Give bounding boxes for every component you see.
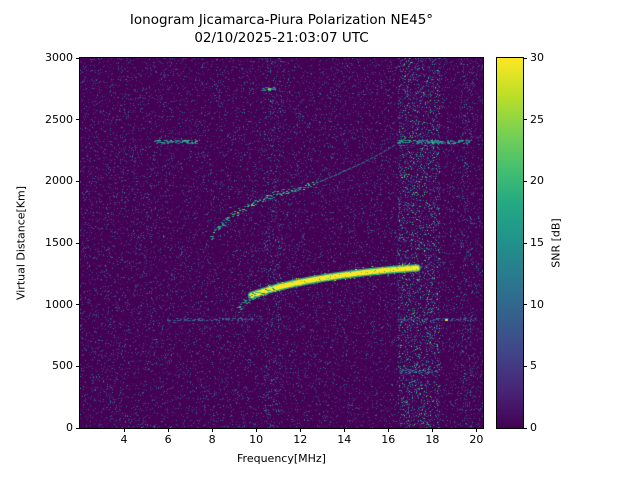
x-tick-label: 18 [425,433,440,446]
y-tick-mark [76,304,80,306]
x-tick-label: 6 [164,433,172,446]
x-tick-mark [343,428,345,432]
colorbar-tick-label: 20 [530,174,544,188]
colorbar-tick-mark [523,119,527,121]
chart-subtitle: 02/10/2025-21:03:07 UTC [194,30,369,46]
x-tick-label: 4 [120,433,128,446]
y-tick-mark [76,365,80,367]
colorbar-tick-mark [523,57,527,59]
x-tick-mark [123,428,125,432]
colorbar-tick-mark [523,242,527,244]
y-axis-label: Virtual Distance[Km] [14,185,28,301]
y-tick-label: 2000 [45,174,73,188]
x-tick-mark [387,428,389,432]
x-tick-mark [211,428,213,432]
y-tick-mark [76,57,80,59]
x-tick-label: 20 [469,433,484,446]
colorbar-tick-label: 0 [530,421,537,434]
colorbar-tick-label: 15 [530,236,544,249]
colorbar-tick-mark [523,180,527,182]
x-tick-label: 14 [337,433,352,446]
x-axis-label: Frequency[MHz] [237,452,326,465]
y-tick-mark [76,180,80,182]
x-tick-mark [431,428,433,432]
x-tick-mark [475,428,477,432]
colorbar-tick-mark [523,304,527,306]
heatmap-canvas [80,58,483,428]
y-tick-label: 2500 [45,112,73,126]
y-tick-label: 0 [66,421,73,434]
x-tick-label: 12 [293,433,308,446]
y-tick-label: 1500 [45,236,73,249]
y-tick-mark [76,119,80,121]
colorbar-tick-label: 30 [530,51,544,64]
chart-title: Ionogram Jicamarca-Piura Polarization NE… [129,12,434,28]
x-tick-label: 8 [208,433,216,446]
x-tick-label: 10 [249,433,264,446]
x-tick-mark [167,428,169,432]
y-tick-mark [76,242,80,244]
y-tick-label: 1000 [45,297,73,311]
title-block: Ionogram Jicamarca-Piura Polarization NE… [80,11,483,47]
x-tick-mark [299,428,301,432]
y-tick-label: 500 [52,359,73,373]
colorbar-tick-label: 25 [530,112,544,126]
colorbar-tick-label: 5 [530,359,537,373]
x-tick-mark [255,428,257,432]
x-tick-label: 16 [381,433,396,446]
colorbar-tick-mark [523,427,527,429]
y-tick-label: 3000 [45,51,73,64]
colorbar-tick-mark [523,365,527,367]
colorbar-gradient [497,58,523,428]
y-tick-mark [76,427,80,429]
colorbar-tick-label: 10 [530,297,544,311]
